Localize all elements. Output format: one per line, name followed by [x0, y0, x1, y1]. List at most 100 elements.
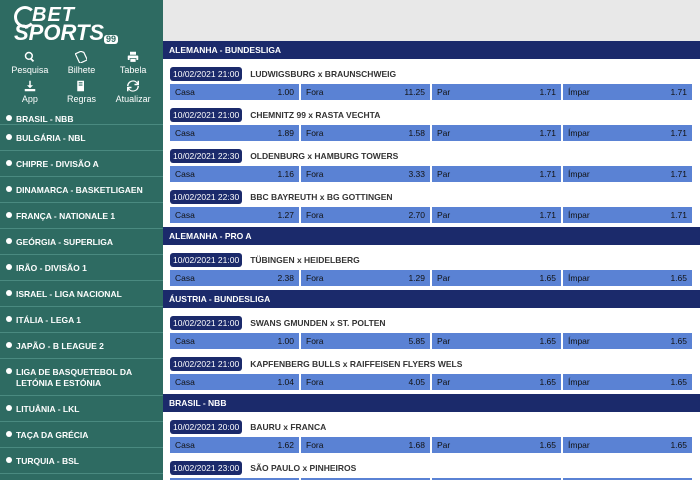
logo[interactable]: BET SPORTS 99 — [0, 0, 163, 48]
section-header: ÁUSTRIA - BUNDESLIGA — [163, 290, 700, 308]
odd-value: 5.85 — [408, 336, 425, 346]
league-item[interactable]: DINAMARCA - BASKETLIGAEN — [0, 177, 163, 203]
away-odd-button[interactable]: Fora7.65 — [301, 478, 430, 480]
away-odd-button[interactable]: Fora 1.58 — [301, 125, 430, 141]
odd-label: Fora — [306, 128, 324, 138]
tool-label: App — [21, 94, 38, 104]
odd-odd-button[interactable]: Ímpar 1.71 — [563, 207, 692, 223]
tool-regras-button[interactable]: Regras — [56, 79, 108, 104]
league-label: JAPÃO - B LEAGUE 2 — [16, 341, 104, 351]
match-teams: SWANS GMUNDEN x ST. POLTEN — [250, 318, 386, 328]
home-odd-button[interactable]: Casa 1.27 — [170, 207, 299, 223]
home-odd-button[interactable]: Casa 1.04 — [170, 374, 299, 390]
bullet-icon — [6, 212, 12, 218]
away-odd-button[interactable]: Fora 1.68 — [301, 437, 430, 453]
league-label: ITÁLIA - LEGA 1 — [16, 315, 82, 325]
away-odd-button[interactable]: Fora 11.25 — [301, 84, 430, 100]
league-item[interactable]: ITÁLIA - LEGA 1 — [0, 307, 163, 333]
league-label: BULGÁRIA - NBL — [16, 133, 86, 143]
league-item[interactable]: BRASIL - NBB — [0, 114, 163, 125]
match-teams: OLDENBURG x HAMBURG TOWERS — [250, 151, 399, 161]
tool-tabela-button[interactable]: Tabela — [107, 50, 159, 75]
odd-label: Casa — [175, 210, 195, 220]
odd-label: Par — [437, 128, 451, 138]
league-item[interactable]: ISRAEL - LIGA NACIONAL — [0, 281, 163, 307]
league-item[interactable]: JAPÃO - B LEAGUE 2 — [0, 333, 163, 359]
odd-value: 11.25 — [404, 87, 425, 97]
odd-value: 1.89 — [277, 128, 294, 138]
league-item[interactable]: TAÇA DA GRÉCIA — [0, 422, 163, 448]
league-item[interactable]: TURQUIA - BSL — [0, 448, 163, 474]
odd-label: Ímpar — [568, 440, 590, 450]
league-item[interactable]: FRANÇA - NATIONALE 1 — [0, 203, 163, 229]
even-odd-button[interactable]: Par 1.71 — [432, 125, 561, 141]
odd-odd-button[interactable]: Ímpar 1.71 — [563, 166, 692, 182]
home-odd-button[interactable]: Casa 2.38 — [170, 270, 299, 286]
bullet-icon — [6, 316, 12, 322]
odd-odd-button[interactable]: Ímpar 1.71 — [563, 84, 692, 100]
league-item[interactable]: LITUÂNIA - LKL — [0, 396, 163, 422]
match-block: 10/02/2021 21:00 CHEMNITZ 99 x RASTA VECH… — [163, 106, 700, 141]
tool-pesquisa-button[interactable]: Pesquisa — [4, 50, 56, 75]
odd-label: Ímpar — [568, 87, 590, 97]
odd-value: 1.71 — [539, 128, 556, 138]
odd-label: Fora — [306, 169, 324, 179]
odd-label: Fora — [306, 87, 324, 97]
even-odd-button[interactable]: Par 1.71 — [432, 207, 561, 223]
league-item[interactable]: LIGA DE BASQUETEBOL DA LETÓNIA E ESTÓNIA — [0, 359, 163, 396]
match-datetime: 10/02/2021 20:00 — [170, 420, 243, 434]
even-odd-button[interactable]: Par 1.71 — [432, 84, 561, 100]
away-odd-button[interactable]: Fora 5.85 — [301, 333, 430, 349]
match-block: 10/02/2021 21:00 TÜBINGEN x HEIDELBERG Cas… — [163, 251, 700, 286]
away-odd-button[interactable]: Fora 1.29 — [301, 270, 430, 286]
odd-odd-button[interactable]: Ímpar 1.71 — [563, 125, 692, 141]
league-item[interactable]: CHIPRE - DIVISÃO A — [0, 151, 163, 177]
match-teams: LUDWIGSBURG x BRAUNSCHWEIG — [250, 69, 397, 79]
odd-value: 1.71 — [670, 210, 687, 220]
home-odd-button[interactable]: Casa 1.89 — [170, 125, 299, 141]
match-datetime: 10/02/2021 21:00 — [170, 316, 243, 330]
odds-row: Casa 1.00 Fora 5.85 Par 1.65 Ímpar 1.65 — [170, 333, 694, 349]
tool-app-button[interactable]: App — [4, 79, 56, 104]
match-header: 10/02/2021 22:30 BBC BAYREUTH x BG GOTTIN… — [170, 188, 694, 206]
odd-label: Ímpar — [568, 169, 590, 179]
tool-bilhete-button[interactable]: Bilhete — [56, 50, 108, 75]
odd-label: Par — [437, 440, 451, 450]
league-item[interactable]: GEÓRGIA - SUPERLIGA — [0, 229, 163, 255]
match-datetime: 10/02/2021 22:30 — [170, 149, 243, 163]
odd-value: 1.65 — [670, 273, 687, 283]
tool-label: Pesquisa — [11, 65, 49, 75]
tool-label: Bilhete — [67, 65, 96, 75]
league-item[interactable]: IRÃO - DIVISÃO 1 — [0, 255, 163, 281]
bullet-icon — [6, 405, 12, 411]
match-header: 10/02/2021 22:30 OLDENBURG x HAMBURG TOWE… — [170, 147, 694, 165]
toolbar: Pesquisa Bilhete Tabela App Regras Atualizar — [0, 48, 163, 104]
tool-atualizar-button[interactable]: Atualizar — [107, 79, 159, 104]
odds-row: Casa 2.38 Fora 1.29 Par 1.65 Ímpar 1.65 — [170, 270, 694, 286]
league-label: CHIPRE - DIVISÃO A — [16, 159, 99, 169]
away-odd-button[interactable]: Fora 4.05 — [301, 374, 430, 390]
home-odd-button[interactable]: Casa 1.62 — [170, 437, 299, 453]
tool-label: Atualizar — [115, 94, 151, 104]
league-item[interactable]: BULGÁRIA - NBL — [0, 125, 163, 151]
home-odd-button[interactable]: Casa 1.16 — [170, 166, 299, 182]
even-odd-button[interactable]: Par 1.71 — [432, 166, 561, 182]
match-datetime: 10/02/2021 21:00 — [170, 357, 243, 371]
away-odd-button[interactable]: Fora 3.33 — [301, 166, 430, 182]
away-odd-button[interactable]: Fora 2.70 — [301, 207, 430, 223]
odd-value: 1.65 — [539, 377, 556, 387]
